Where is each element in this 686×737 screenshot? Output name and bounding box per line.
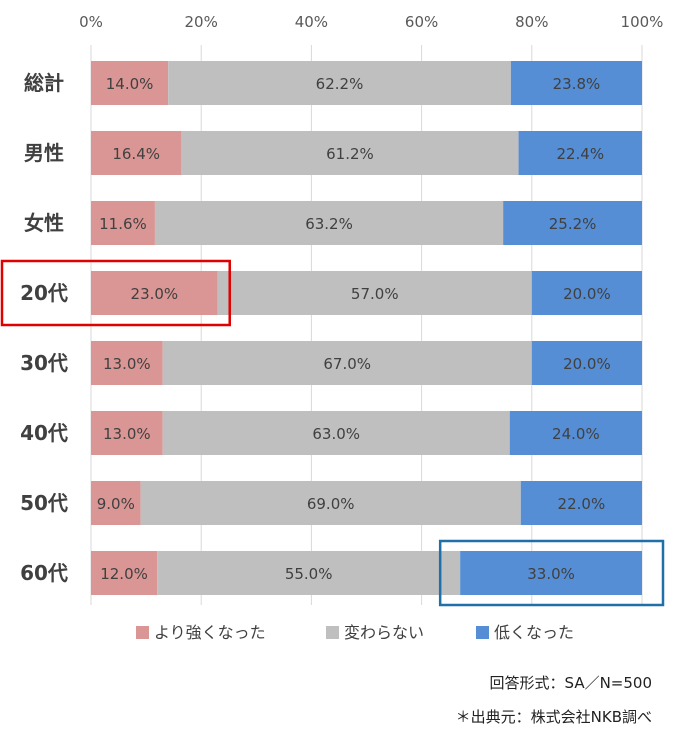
bar-segment: [510, 61, 642, 105]
bar-segment: [91, 341, 163, 385]
data-label: 13.0%: [103, 355, 151, 373]
bar-segment: [91, 481, 141, 525]
data-label: 23.8%: [553, 75, 601, 93]
category-label: 30代: [20, 351, 68, 375]
bar-segment: [181, 131, 519, 175]
bar-segment: [157, 551, 461, 595]
data-label: 23.0%: [131, 285, 179, 303]
bar-segment: [217, 271, 532, 315]
data-label: 16.4%: [112, 145, 160, 163]
bar-segment: [91, 131, 182, 175]
data-label: 20.0%: [563, 355, 611, 373]
legend-label: 低くなった: [494, 623, 574, 642]
data-label: 62.2%: [316, 75, 364, 93]
response-method-note: 回答形式：SA／N=500: [489, 674, 652, 692]
x-tick-label: 40%: [295, 13, 328, 31]
bar-segment: [140, 481, 521, 525]
bar-segment: [168, 61, 511, 105]
data-label: 63.0%: [312, 425, 360, 443]
bar-segment: [154, 201, 504, 245]
legend: より強くなった 変わらない 低くなった: [136, 623, 574, 642]
data-label: 61.2%: [326, 145, 374, 163]
data-label: 9.0%: [97, 495, 135, 513]
bar-segment: [531, 271, 642, 315]
x-tick-label: 100%: [621, 13, 664, 31]
bar-segment: [518, 131, 642, 175]
data-label: 63.2%: [305, 215, 353, 233]
highlight-box: [0, 259, 231, 327]
category-label: 男性: [24, 141, 64, 165]
source-note: ＊出典元：株式会社NKB調べ: [455, 708, 652, 726]
data-label: 14.0%: [106, 75, 154, 93]
data-label: 22.4%: [556, 145, 604, 163]
bar-segment: [91, 61, 169, 105]
highlight-boxes: [0, 259, 665, 607]
data-label: 24.0%: [552, 425, 600, 443]
x-tick-label: 0%: [79, 13, 103, 31]
data-label: 67.0%: [323, 355, 371, 373]
x-axis-ticks: 0% 20% 40% 60% 80% 100%: [79, 13, 663, 31]
legend-label: より強くなった: [154, 623, 266, 642]
bar-segment: [91, 201, 155, 245]
bar-segment: [520, 481, 642, 525]
bar-segment: [162, 341, 532, 385]
bar-segment: [91, 271, 218, 315]
category-label: 50代: [20, 491, 68, 515]
x-tick-label: 60%: [405, 13, 438, 31]
legend-swatch: [136, 626, 149, 639]
x-tick-label: 20%: [185, 13, 218, 31]
data-label: 25.2%: [549, 215, 597, 233]
bar-segment: [503, 201, 642, 245]
bar-segment: [91, 551, 158, 595]
data-label: 69.0%: [307, 495, 355, 513]
highlight-box: [438, 539, 665, 607]
category-label: 総計: [24, 71, 64, 95]
category-label: 女性: [24, 211, 64, 235]
data-label: 13.0%: [103, 425, 151, 443]
bar-segment: [91, 411, 163, 455]
legend-swatch: [326, 626, 339, 639]
data-label: 22.0%: [558, 495, 606, 513]
bar-segment: [460, 551, 642, 595]
data-label: 57.0%: [351, 285, 399, 303]
data-label: 12.0%: [100, 565, 148, 583]
data-label: 55.0%: [285, 565, 333, 583]
legend-label: 変わらない: [344, 623, 424, 642]
bar-segment: [162, 411, 510, 455]
legend-swatch: [476, 626, 489, 639]
data-label: 33.0%: [527, 565, 575, 583]
category-label: 60代: [20, 561, 68, 585]
data-label: 20.0%: [563, 285, 611, 303]
bar-segment: [531, 341, 642, 385]
x-tick-label: 80%: [515, 13, 548, 31]
data-label: 11.6%: [99, 215, 147, 233]
bars: 14.0% 62.2% 23.8% 16.4% 61.2% 22.4% 11.6% 63.2%…: [91, 61, 642, 595]
bar-segment: [509, 411, 642, 455]
category-label: 20代: [20, 281, 68, 305]
category-label: 40代: [20, 421, 68, 445]
